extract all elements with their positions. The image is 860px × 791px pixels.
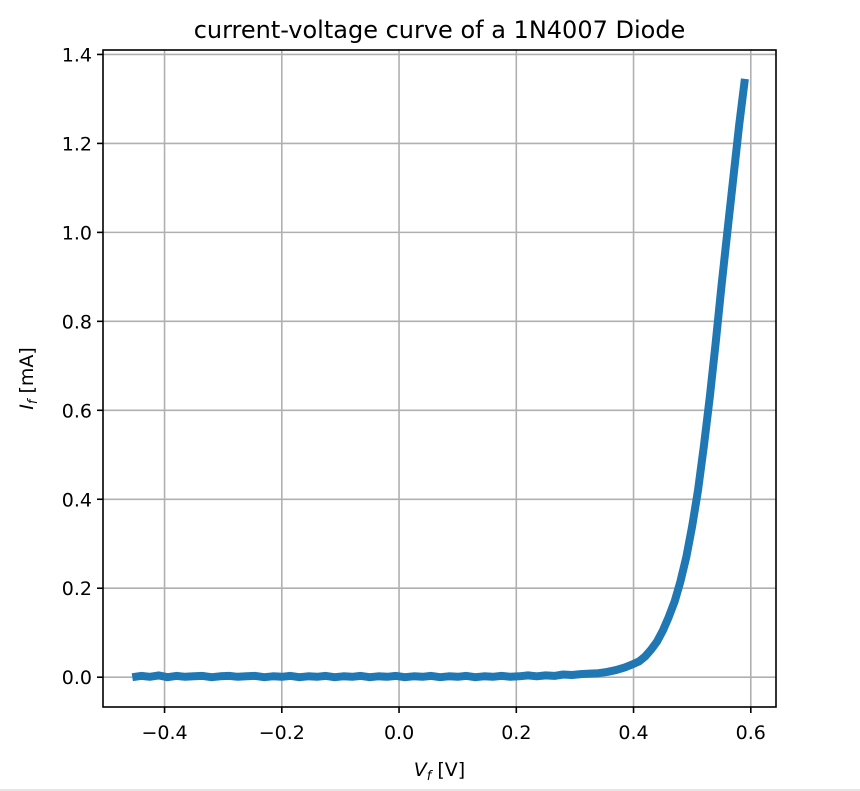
x-tick-label: 0.2 xyxy=(501,722,531,744)
x-tick-label: −0.4 xyxy=(141,722,187,744)
y-tick-label: 0.4 xyxy=(62,489,92,511)
y-tick-label: 0.8 xyxy=(62,311,92,333)
grid-layer xyxy=(103,50,776,707)
y-tick-label: 1.4 xyxy=(62,44,92,66)
plot-frame xyxy=(102,49,777,708)
y-tick-label: 1.0 xyxy=(62,222,92,244)
iv-series-line xyxy=(131,78,749,682)
y-axis-label: If [mA] xyxy=(16,347,41,410)
y-tick-label: 0.0 xyxy=(62,667,92,689)
window-bottom-border xyxy=(0,789,860,791)
y-tick-label: 0.2 xyxy=(62,578,92,600)
x-tick-label: 0.6 xyxy=(736,722,766,744)
x-tick-label: 0.4 xyxy=(618,722,648,744)
series-layer xyxy=(131,78,749,682)
x-tick-label: 0.0 xyxy=(384,722,414,744)
chart-title: current-voltage curve of a 1N4007 Diode xyxy=(194,16,686,44)
y-tick-label: 1.2 xyxy=(62,133,92,155)
x-tick-label: −0.2 xyxy=(259,722,305,744)
x-axis-label: Vf [V] xyxy=(414,759,465,784)
tick-layer: −0.4 −0.2 0.0 0.2 0.4 0.6 0.0 0.2 0.4 0.6 0.8 1.0 1.… xyxy=(62,44,766,744)
y-tick-label: 0.6 xyxy=(62,400,92,422)
